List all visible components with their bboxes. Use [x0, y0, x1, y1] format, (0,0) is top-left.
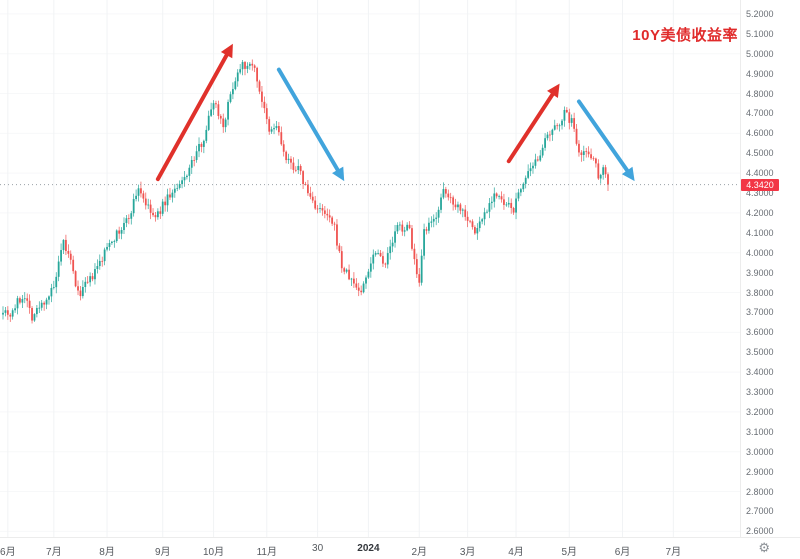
x-tick-label: 2月 [411, 547, 428, 558]
y-tick-label: 3.0000 [746, 446, 774, 457]
y-tick-label: 4.7000 [746, 108, 774, 119]
up-trend-arrow-head [547, 83, 560, 99]
down-trend-arrow-head [621, 166, 635, 182]
x-tick-label: 11月 [256, 547, 277, 558]
y-tick-label: 3.4000 [746, 367, 774, 378]
y-tick-label: 3.9000 [746, 267, 774, 278]
x-tick-label: 7月 [665, 547, 682, 558]
x-tick-label: 9月 [154, 547, 171, 558]
y-tick-label: 4.3000 [746, 188, 774, 199]
chart-title: 10Y美债收益率 [632, 27, 738, 44]
y-tick-label: 5.0000 [746, 48, 774, 59]
settings-icon[interactable]: ⚙ [758, 540, 770, 555]
y-tick-label: 2.6000 [746, 526, 774, 537]
y-tick-label: 4.5000 [746, 148, 774, 159]
y-tick-label: 2.8000 [746, 486, 774, 497]
y-tick-label: 3.2000 [746, 406, 774, 417]
time-axis[interactable]: 6月 7月 8月 9月 10月 11月 30 2024 2月 3月 4月 5月 6月 7月 [0, 537, 800, 559]
x-tick-label: 10月 [202, 547, 225, 558]
y-tick-label: 3.5000 [746, 347, 774, 358]
y-tick-label: 4.6000 [746, 128, 774, 139]
x-tick-label: 3月 [459, 547, 476, 558]
y-tick-label: 3.7000 [746, 307, 774, 318]
y-tick-label: 4.4000 [746, 168, 774, 179]
down-trend-arrow-head [332, 166, 345, 182]
y-tick-label: 4.1000 [746, 227, 774, 238]
price-axis[interactable]: 5.2000 5.1000 5.0000 4.9000 4.8000 4.7000 4.60… [740, 0, 800, 537]
y-tick-label: 2.9000 [746, 466, 774, 477]
y-tick-label: 5.1000 [746, 28, 774, 39]
x-tick-label: 7月 [46, 547, 62, 558]
x-tick-label: 6月 [614, 547, 631, 558]
x-tick-label: 5月 [561, 547, 578, 558]
x-tick-label: 4月 [508, 547, 524, 558]
x-tick-label: 30 [312, 543, 324, 554]
y-tick-label: 3.1000 [746, 426, 774, 437]
x-tick-label: 2024 [357, 543, 380, 554]
y-tick-label: 4.9000 [746, 68, 774, 79]
y-tick-label: 4.2000 [746, 207, 774, 218]
y-tick-label: 3.6000 [746, 327, 774, 338]
y-tick-label: 5.2000 [746, 8, 774, 19]
last-price-badge: 4.3420 [741, 178, 779, 191]
y-tick-label: 4.8000 [746, 88, 774, 99]
plot-area[interactable] [0, 0, 740, 537]
x-tick-label: 8月 [99, 547, 115, 558]
y-tick-label: 2.7000 [746, 506, 774, 517]
y-tick-label: 4.0000 [746, 247, 774, 258]
y-tick-label: 3.8000 [746, 287, 774, 298]
up-trend-arrow-head [220, 43, 233, 59]
y-tick-label: 3.3000 [746, 387, 774, 398]
x-tick-label: 6月 [0, 547, 16, 558]
